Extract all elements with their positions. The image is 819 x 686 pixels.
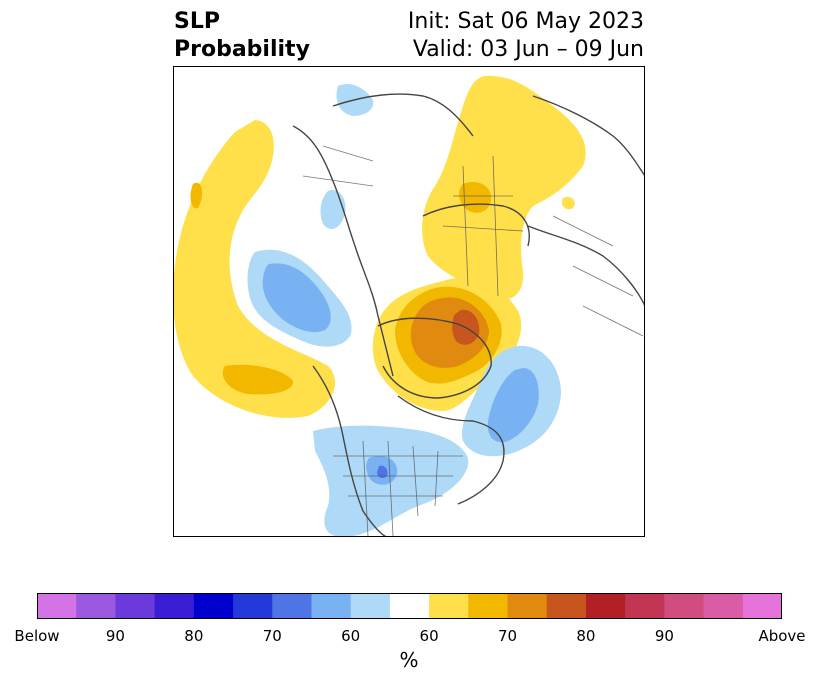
colorbar: [37, 593, 782, 619]
colorbar-cell: [233, 593, 273, 619]
colorbar-cell: [507, 593, 548, 619]
colorbar-tick-label: 80: [576, 627, 596, 645]
colorbar-cell: [272, 593, 313, 619]
colorbar-cell: [193, 593, 234, 619]
colorbar-frame: [37, 593, 782, 619]
title-line-1: SLP: [174, 9, 220, 34]
political-boundaries: [302, 145, 644, 537]
anomaly-north-pacific-65: [222, 364, 294, 395]
init-date: Init: Sat 06 May 2023: [407, 9, 644, 34]
anomaly-atlantic-65: [487, 368, 539, 443]
colorbar-cell: [468, 593, 509, 619]
colorbar-cell: [546, 593, 587, 619]
anomaly-north-pacific-60: [173, 120, 336, 418]
colorbar-tick-label: Below: [14, 627, 60, 645]
title-line-2: Probability: [174, 37, 310, 62]
colorbar-cell: [585, 593, 626, 619]
anomaly-pacific-small: [190, 182, 203, 209]
map-frame: [173, 66, 645, 537]
colorbar-unit: %: [399, 648, 419, 672]
anomaly-hudson-65: [262, 263, 331, 333]
colorbar-cell: [311, 593, 352, 619]
date-info: Init: Sat 06 May 2023 Valid: 03 Jun – 09…: [408, 8, 644, 64]
colorbar-tick-label: 80: [184, 627, 204, 645]
coastlines: [292, 93, 645, 537]
colorbar-tick-label: 60: [419, 627, 439, 645]
colorbar-cell: [350, 593, 391, 619]
colorbar-cell: [703, 593, 744, 619]
colorbar-cell: [625, 593, 665, 619]
colorbar-tick-label: 90: [105, 627, 125, 645]
colorbar-cell: [742, 593, 782, 619]
colorbar-cell: [389, 593, 430, 619]
colorbar-cell: [664, 593, 705, 619]
colorbar-cell: [37, 593, 77, 619]
colorbar-cell: [429, 593, 469, 619]
anomaly-siberia-east: [561, 196, 575, 210]
colorbar-cells: [37, 593, 782, 619]
colorbar-cell: [154, 593, 195, 619]
anomaly-us-70: [377, 465, 388, 479]
colorbar-cell: [115, 593, 156, 619]
colorbar-tick-label: 60: [341, 627, 361, 645]
chart-title: SLP Probability: [174, 8, 310, 64]
probability-map: [173, 66, 645, 537]
colorbar-tick-label: Above: [758, 627, 806, 645]
colorbar-tick-label: 70: [497, 627, 518, 645]
colorbar-tick-label: 70: [262, 627, 282, 645]
colorbar-tick-label: 90: [654, 627, 674, 645]
anomaly-siberia-60: [422, 75, 586, 300]
colorbar-cell: [76, 593, 117, 619]
valid-range: Valid: 03 Jun – 09 Jun: [412, 37, 644, 62]
